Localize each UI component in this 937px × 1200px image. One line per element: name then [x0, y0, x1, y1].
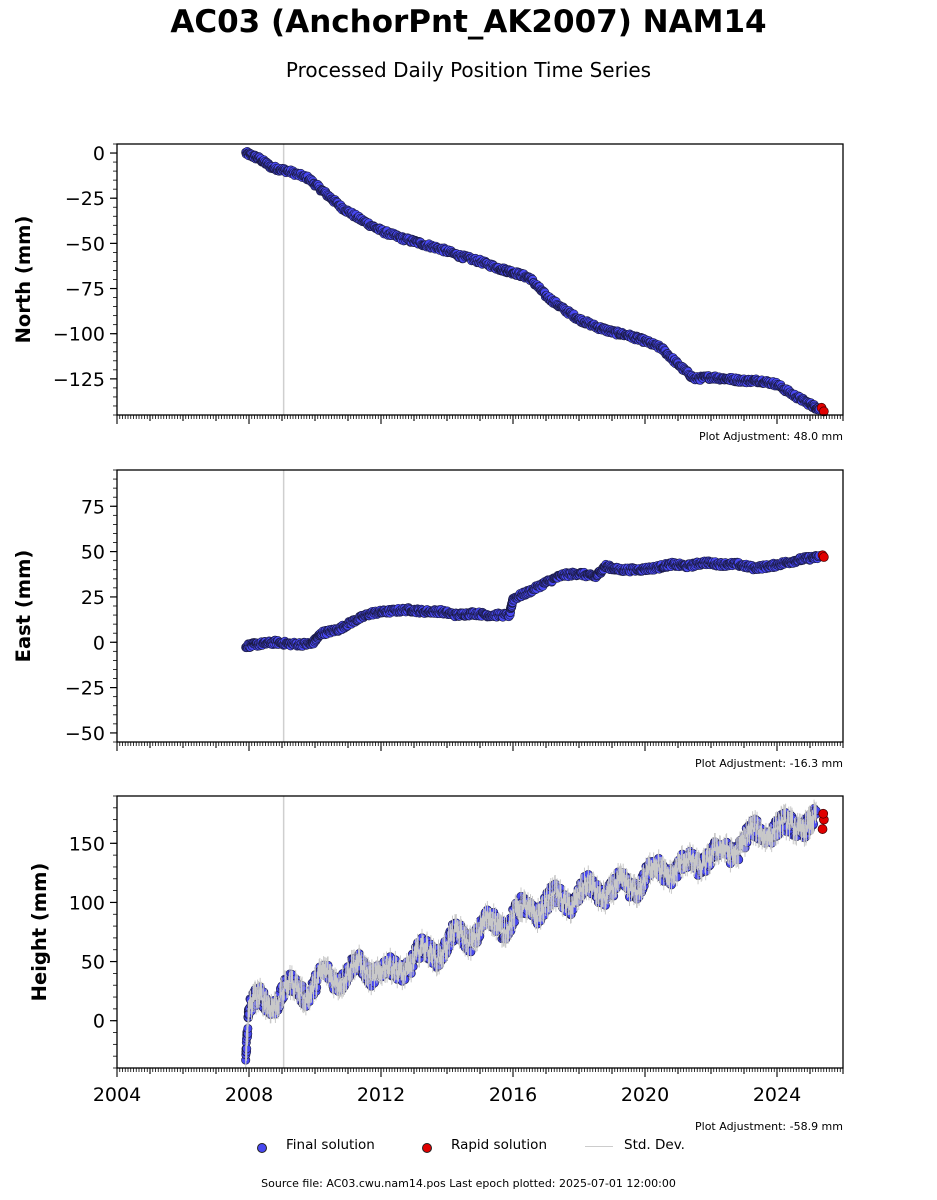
y-tick-label: −50 [65, 723, 105, 745]
x-tick-label: 2020 [621, 1084, 669, 1106]
y-tick-label: −100 [53, 324, 105, 346]
y-tick-label: 100 [69, 892, 105, 914]
legend-std-line [585, 1146, 613, 1147]
x-tick-label: 2008 [225, 1084, 273, 1106]
x-tick-label: 2024 [753, 1084, 801, 1106]
source-footer: Source file: AC03.cwu.nam14.pos Last epo… [261, 1177, 676, 1190]
legend-rapid-marker [422, 1143, 432, 1153]
panel-1: 0 −25 −50 −75 −100 −125 North (mm) Plot Adjustm… [12, 143, 844, 443]
final-solution-points [241, 804, 821, 1065]
y-axis-label: Height (mm) [28, 863, 51, 1002]
y-tick-label: 50 [81, 952, 105, 974]
rapid-solution-point [818, 808, 829, 819]
legend-std-label: Std. Dev. [624, 1137, 685, 1153]
legend: Final solution Rapid solution Std. Dev. [0, 1137, 937, 1157]
panel-2: 75 50 25 0 −25 −50 East (mm) Plot Adjustment: -… [12, 469, 844, 770]
y-tick-label: −75 [65, 279, 105, 301]
y-axis-label: North (mm) [12, 216, 35, 344]
plot-adjustment-label: Plot Adjustment: -16.3 mm [695, 757, 843, 770]
x-tick-label: 2004 [93, 1084, 141, 1106]
legend-final-label: Final solution [286, 1137, 375, 1153]
y-tick-label: 75 [81, 496, 105, 518]
y-tick-label: 150 [69, 833, 105, 855]
y-tick-label: 0 [93, 1011, 105, 1033]
plot-adjustment-label: Plot Adjustment: -58.9 mm [695, 1120, 843, 1133]
plot-frame [116, 469, 844, 743]
y-tick-label: 0 [93, 143, 105, 165]
rapid-solution-point [819, 552, 829, 562]
chart-title: AC03 (AnchorPnt_AK2007) NAM14 [170, 4, 767, 40]
y-tick-label: −50 [65, 233, 105, 255]
y-tick-label: −125 [53, 369, 105, 391]
plot-adjustment-label: Plot Adjustment: 48.0 mm [699, 430, 843, 443]
panel-3: 150 100 50 0 2004 2008 2012 2016 2020 2024 Height … [28, 795, 844, 1133]
x-tick-label: 2016 [489, 1084, 537, 1106]
y-tick-label: −25 [65, 678, 105, 700]
legend-rapid-label: Rapid solution [451, 1137, 547, 1153]
rapid-solution-point [817, 824, 828, 834]
final-solution-points [241, 551, 824, 653]
y-tick-label: 50 [81, 542, 105, 564]
y-tick-label: 25 [81, 587, 105, 609]
y-tick-label: 0 [93, 632, 105, 654]
legend-final-marker [257, 1143, 267, 1153]
y-tick-label: −25 [65, 188, 105, 210]
final-solution-points [241, 147, 825, 415]
x-tick-label: 2012 [357, 1084, 405, 1106]
chart-subtitle: Processed Daily Position Time Series [285, 58, 652, 82]
std-dev-bars [245, 799, 817, 1070]
y-axis-label: East (mm) [12, 550, 35, 663]
